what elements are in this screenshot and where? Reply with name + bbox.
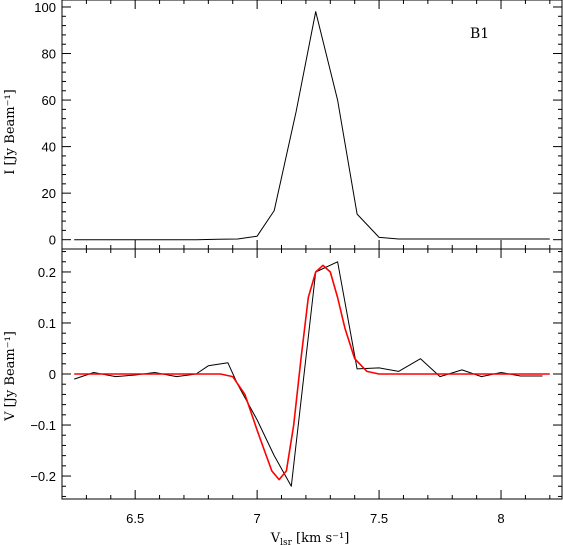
bottom-y-tick-label: 0.2 — [38, 265, 56, 280]
top-y-tick-label: 40 — [42, 140, 56, 155]
bottom-data-line — [74, 261, 543, 487]
bottom-y-tick-label: 0 — [49, 367, 56, 382]
x-tick-label: 7.5 — [370, 511, 388, 526]
x-tick-label: 8 — [497, 511, 504, 526]
x-axis-label: Vlsr [km s⁻¹] — [270, 531, 350, 545]
x-axis-label-units: [km s⁻¹] — [292, 531, 349, 545]
bottom-y-tick-label: −0.1 — [30, 418, 56, 433]
b1-annotation: B1 — [470, 26, 489, 42]
top-y-tick-label: 100 — [34, 0, 56, 15]
bottom-y-axis-label: V [Jy Beam⁻¹] — [3, 331, 18, 422]
x-axis-label-subscript: lsr — [280, 538, 292, 545]
top-data-line — [74, 11, 550, 241]
top-y-tick-label: 0 — [49, 233, 56, 248]
bottom-fit-line — [74, 264, 550, 481]
top-y-axis-label: I [Jy Beam⁻¹] — [3, 89, 18, 175]
x-tick-label: 6.5 — [126, 511, 144, 526]
top-y-tick-label: 60 — [42, 93, 56, 108]
top-y-tick-label: 80 — [42, 47, 56, 62]
bottom-y-tick-label: 0.1 — [38, 316, 56, 331]
x-tick-label: 7 — [254, 511, 261, 526]
top-y-tick-label: 20 — [42, 186, 56, 201]
bottom-y-tick-label: −0.2 — [30, 469, 56, 484]
x-axis-label-main: V — [270, 531, 281, 545]
stokes-v-panel: −0.2 −0.1 0 0.1 0.2 6.5 7 7.5 8 — [30, 248, 563, 526]
